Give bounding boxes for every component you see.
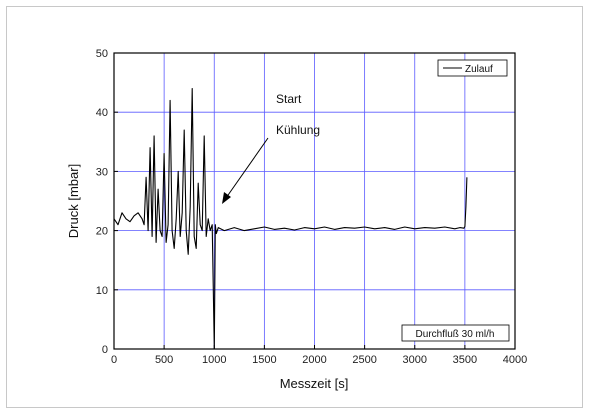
x-tick-label: 4000 — [503, 354, 527, 366]
x-tick-label: 500 — [155, 354, 173, 366]
legend: Zulauf — [437, 59, 508, 77]
y-tick-label: 50 — [96, 48, 108, 60]
annotation-start-kuehlung: Start Kühlung — [222, 92, 320, 204]
info-box-frame — [401, 324, 510, 342]
x-tick-label: 1500 — [252, 354, 276, 366]
y-tick-label: 40 — [96, 107, 108, 119]
series-layer — [113, 87, 468, 350]
annotation-arrow-shaft — [225, 137, 269, 199]
annotation-line-1: Start — [276, 92, 302, 106]
gridlines — [114, 53, 515, 349]
legend-box — [437, 59, 508, 77]
legend-label-zulauf: Zulauf — [465, 64, 493, 75]
x-axis-label: Messzeit [s] — [280, 376, 349, 391]
plot-border — [113, 52, 516, 350]
x-tick-label: 3500 — [453, 354, 477, 366]
series-line-zulauf — [113, 87, 468, 350]
annotation-arrowhead — [222, 192, 231, 204]
x-tick-label: 2500 — [352, 354, 376, 366]
y-tick-label: 0 — [102, 344, 108, 356]
x-tick-label: 0 — [111, 354, 117, 366]
y-axis-label: Druck [mbar] — [66, 164, 81, 238]
axis-ticks: 0 500 1000 1500 2000 2500 3000 3500 4000 0 10 20 30 4… — [96, 48, 527, 366]
x-tick-label: 1000 — [202, 354, 226, 366]
x-tick-label: 2000 — [302, 354, 326, 366]
y-tick-label: 30 — [96, 166, 108, 178]
annotation-line-2: Kühlung — [276, 123, 320, 137]
y-tick-label: 10 — [96, 285, 108, 297]
info-box: Durchfluß 30 ml/h — [401, 324, 510, 342]
info-box-text: Durchfluß 30 ml/h — [416, 329, 495, 340]
x-tick-label: 3000 — [403, 354, 427, 366]
y-tick-label: 20 — [96, 226, 108, 238]
